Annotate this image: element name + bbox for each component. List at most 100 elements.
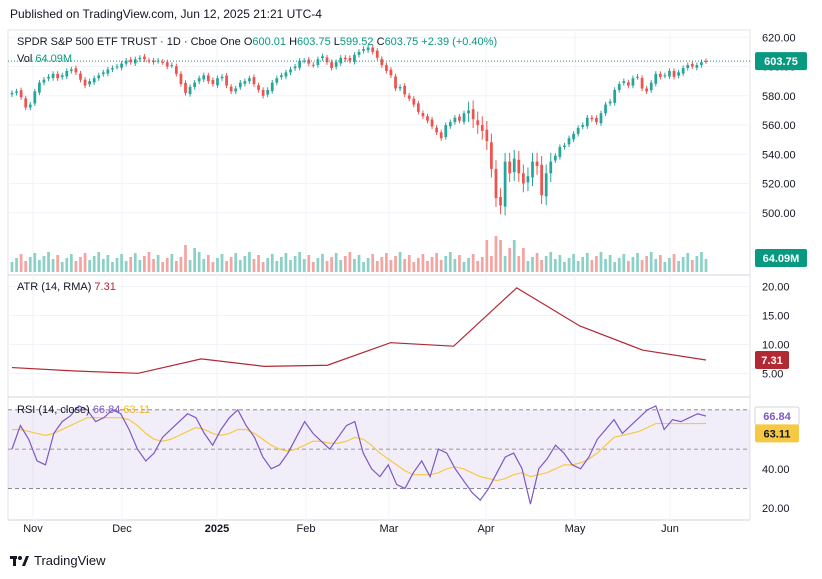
volume-bar (47, 252, 50, 272)
candle-body (65, 70, 69, 77)
candle-body (380, 58, 384, 66)
candle-body (631, 78, 635, 86)
price-tick-label: 560.00 (762, 120, 796, 132)
volume-bar (60, 262, 64, 272)
rsi-legend[interactable]: RSI (14, close) 66.84 63.11 (17, 404, 150, 416)
volume-bar (298, 252, 302, 272)
volume-bar (654, 259, 658, 272)
volume-bar (316, 258, 320, 272)
atr-legend[interactable]: ATR (14, RMA) 7.31 (17, 281, 116, 293)
candle-body (92, 78, 96, 83)
candle-body (234, 88, 238, 92)
candle-body (147, 60, 151, 62)
volume-bar (585, 253, 589, 272)
atr-line (11, 287, 707, 374)
volume-bar (197, 252, 201, 272)
volume-bar (704, 259, 708, 272)
candle-body (668, 70, 671, 77)
volume-bar (74, 261, 78, 272)
volume-bar (147, 252, 151, 272)
candle-body (576, 127, 580, 134)
candle-body (421, 113, 425, 117)
candle-body (444, 125, 448, 138)
candle-body (133, 59, 137, 64)
candle-body (535, 161, 539, 166)
candle-body (47, 76, 50, 79)
candle-body (243, 81, 247, 84)
volume-bar (284, 253, 288, 272)
volume-bar (668, 258, 671, 272)
volume-bar (613, 262, 617, 272)
volume-bar (521, 248, 525, 272)
low-value: 599.52 (339, 36, 374, 48)
volume-bar (289, 260, 292, 272)
candle-body (348, 58, 352, 61)
volume-bar (111, 262, 114, 272)
volume-bar (421, 254, 425, 272)
candle-body (371, 47, 375, 52)
volume-bar (293, 256, 297, 272)
volume-badge (755, 249, 807, 267)
volume-bar (558, 255, 562, 272)
x-tick-label: Jun (661, 523, 679, 535)
volume-bar (672, 254, 676, 272)
candle-body (572, 133, 575, 140)
price-tick-label: 540.00 (762, 149, 796, 161)
candle-body (275, 78, 279, 83)
volume-bar (544, 256, 548, 272)
price-tick-label: 500.00 (762, 208, 796, 220)
volume-bar (512, 240, 516, 272)
volume-bar (220, 254, 224, 272)
volume-bar (280, 257, 283, 272)
candle-body (15, 91, 18, 93)
volume-bar (88, 260, 91, 272)
x-tick-label: Apr (477, 523, 494, 535)
volume-bar (695, 256, 699, 272)
candle-body (617, 84, 621, 90)
rsi-label: RSI (14, close) (17, 404, 90, 416)
volume-bar (357, 255, 361, 272)
open-label: O (243, 36, 253, 48)
candle-body (567, 138, 571, 145)
volume-bar (24, 261, 28, 272)
price-tick-label: 620.00 (762, 32, 796, 44)
volume-bar (517, 256, 521, 272)
candle-body (229, 86, 233, 92)
candle-body (357, 51, 361, 55)
volume-bar (275, 261, 279, 272)
volume-bar (595, 256, 598, 272)
volume-bar (663, 262, 667, 272)
candle-body (394, 76, 397, 89)
tradingview-brand[interactable]: TradingView (10, 553, 106, 568)
candle-body (115, 66, 119, 68)
candle-body (120, 63, 123, 68)
symbol-label[interactable]: SPDR S&P 500 ETF TRUST · 1D · Cboe One (17, 36, 241, 48)
candle-body (471, 109, 475, 120)
volume-bar (225, 261, 228, 272)
volume-bar (622, 254, 626, 272)
candle-body (599, 113, 603, 124)
low-label: L (333, 36, 340, 48)
atr-badge (755, 350, 789, 369)
volume-bar (10, 262, 14, 272)
candle-body (531, 161, 534, 178)
volume-bar (302, 259, 306, 272)
volume-bar (636, 253, 639, 272)
candle-body (681, 68, 685, 74)
volume-bar (28, 257, 32, 272)
candle-body (503, 161, 507, 207)
volume-bar (19, 254, 23, 272)
volume-bar (640, 260, 644, 272)
rsi-ma-badge (755, 424, 799, 443)
volume-bar (690, 260, 694, 272)
tradingview-logo-icon (10, 555, 30, 567)
volume-bar (211, 262, 215, 272)
volume-bar (563, 262, 566, 272)
candle-body (33, 91, 37, 104)
candle-body (60, 75, 64, 78)
volume-bar (631, 257, 635, 272)
volume-bar (33, 253, 37, 272)
volume-bar (362, 262, 365, 272)
volume-badge-label: 64.09M (763, 253, 800, 265)
